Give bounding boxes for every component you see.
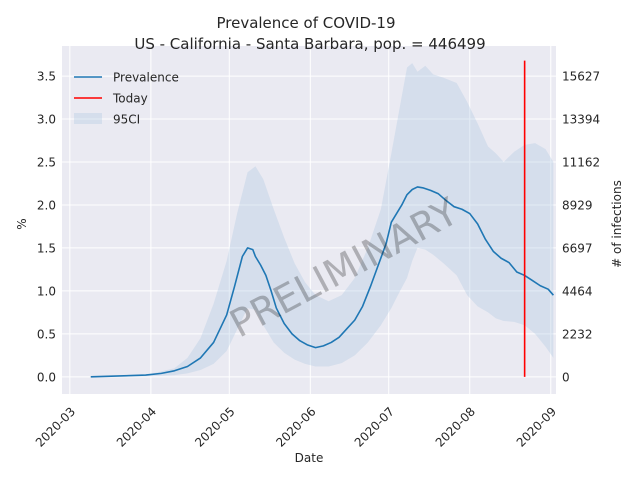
y2-tick-label: 6697 [562, 241, 593, 255]
x-tick-label: 2020-03 [33, 404, 78, 449]
x-tick-label: 2020-08 [433, 404, 478, 449]
y-tick-label: 1.5 [37, 241, 56, 255]
legend-label-today: Today [112, 92, 148, 106]
grid [62, 46, 556, 394]
y2-tick-label: 2232 [562, 327, 593, 341]
x-axis-label: Date [295, 451, 324, 465]
x-tick-label: 2020-05 [192, 404, 237, 449]
y-tick-label: 0.5 [37, 327, 56, 341]
y-tick-label: 2.5 [37, 156, 56, 170]
legend-swatch-95ci [74, 113, 102, 124]
chart-title: Prevalence of COVID-19 [216, 14, 395, 32]
y-tick-label: 2.0 [37, 198, 56, 212]
y2-tick-label: 11162 [562, 156, 600, 170]
legend: Prevalence Today 95CI [74, 71, 179, 127]
y2-axis-label: # of infections [610, 180, 624, 268]
y-axis-label: % [15, 218, 29, 229]
y2-tick-label: 8929 [562, 198, 593, 212]
y-tick-label: 0.0 [37, 370, 56, 384]
prevalence-line [90, 186, 554, 378]
x-tick-label: 2020-04 [114, 404, 159, 449]
legend-label-prevalence: Prevalence [113, 71, 179, 85]
y-tick-label: 1.0 [37, 284, 56, 298]
x-tick-label: 2020-07 [352, 404, 397, 449]
x-tick-label: 2020-06 [273, 404, 318, 449]
confidence-band [90, 63, 554, 377]
y2-tick-label: 15627 [562, 70, 600, 84]
y2-tick-label: 4464 [562, 284, 593, 298]
legend-label-95ci: 95CI [113, 113, 140, 127]
confidence-band-layer [90, 63, 554, 377]
chart-subtitle: US - California - Santa Barbara, pop. = … [134, 35, 485, 53]
y2-tick-label: 0 [562, 370, 570, 384]
y2-tick-label: 13394 [562, 113, 600, 127]
y-tick-label: 3.0 [37, 113, 56, 127]
y-tick-label: 3.5 [37, 70, 56, 84]
series-layer [90, 60, 554, 378]
x-tick-label: 2020-09 [514, 404, 559, 449]
